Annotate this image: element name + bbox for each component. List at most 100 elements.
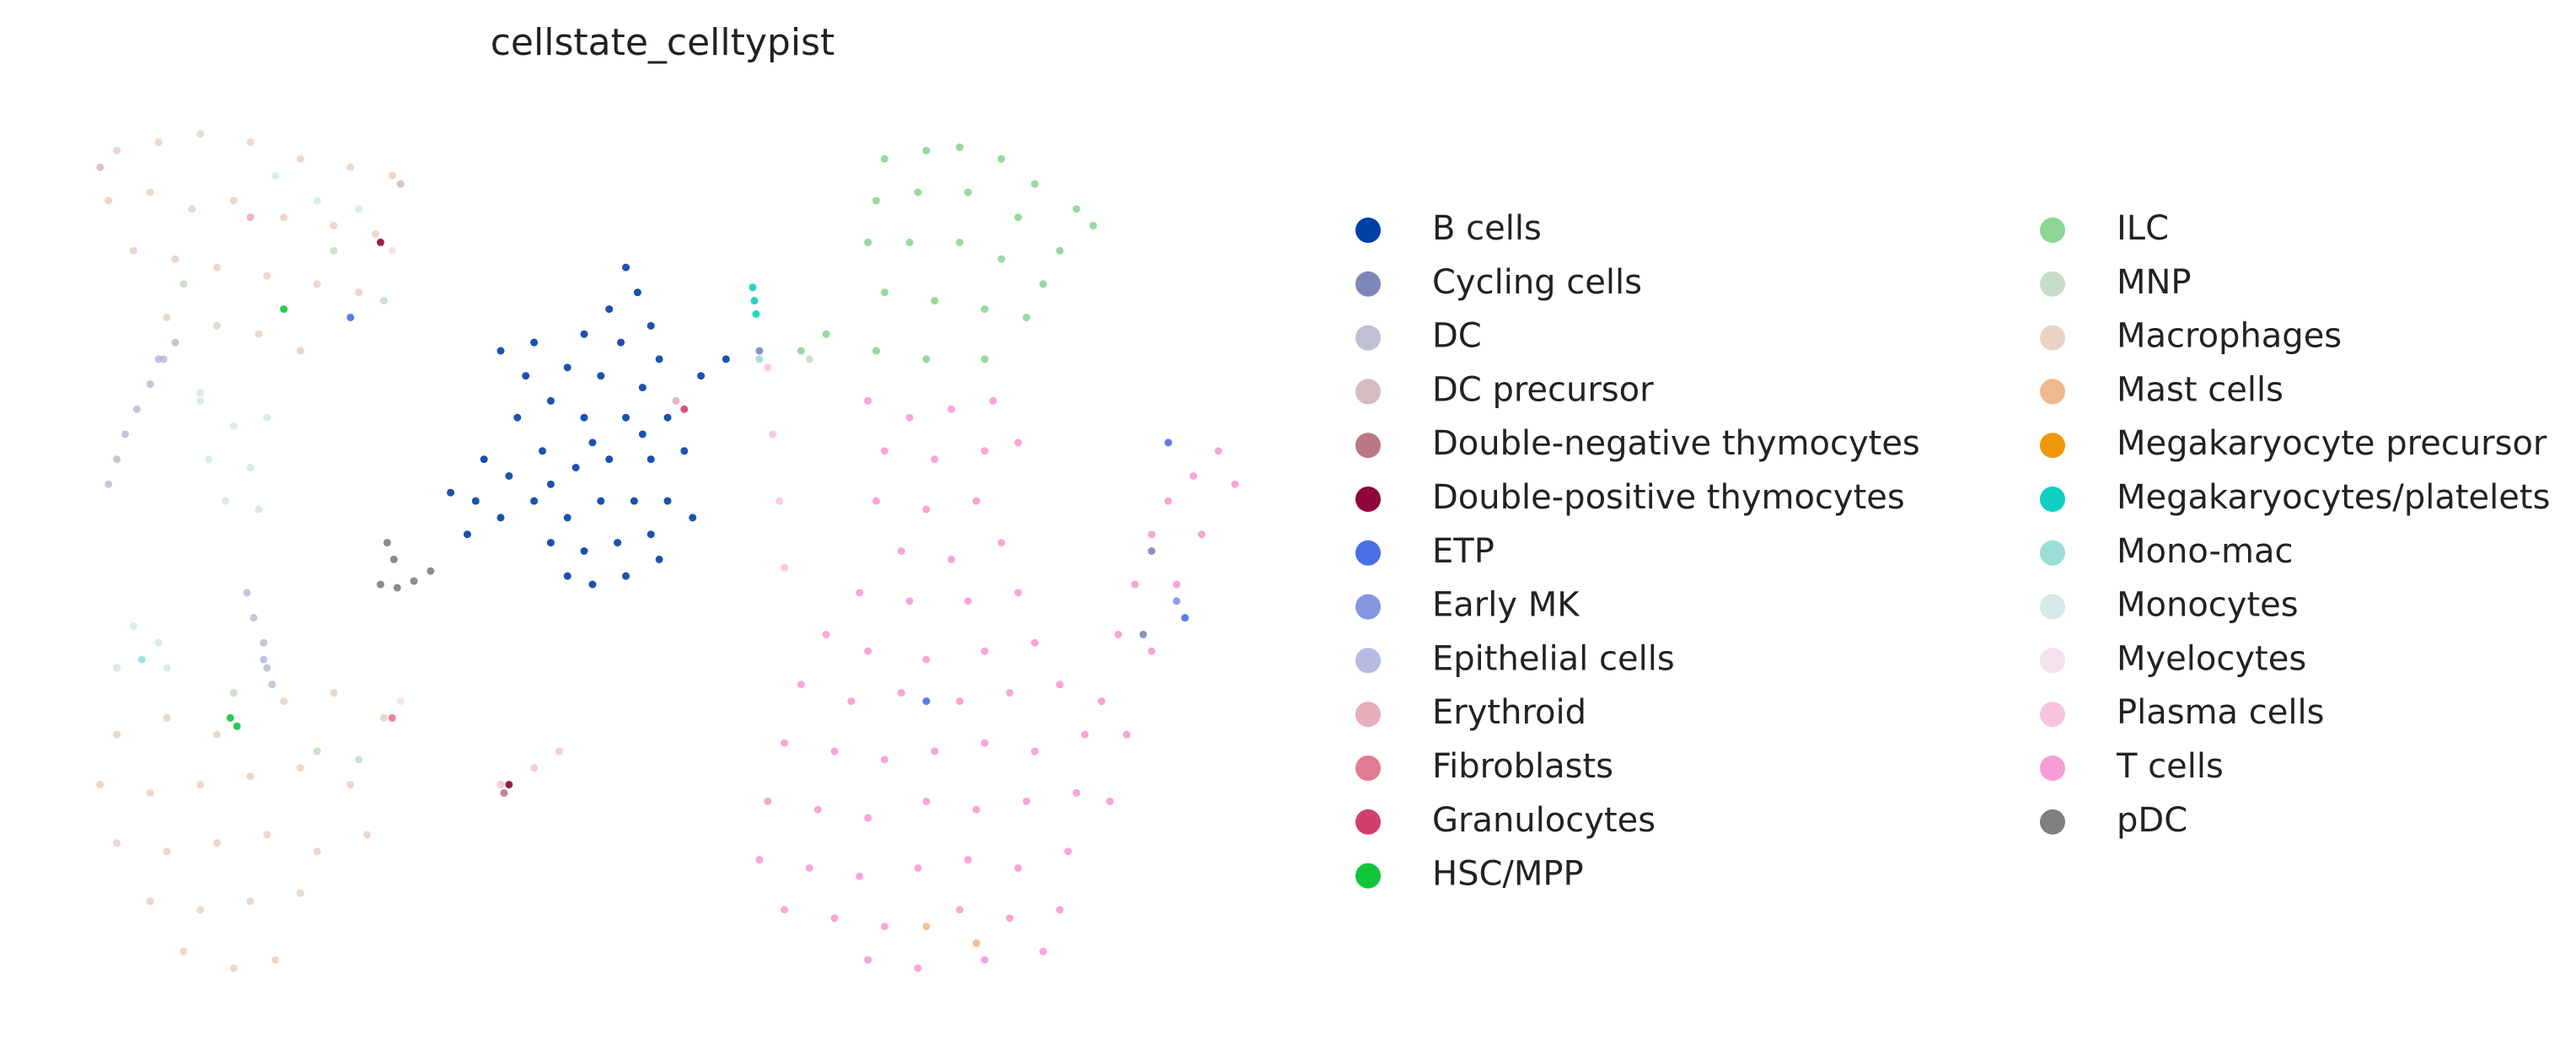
legend-marker [2040,809,2065,835]
point [755,856,764,864]
point [980,447,989,455]
point [246,213,255,222]
point [1039,280,1047,288]
point [1022,313,1031,321]
point [922,655,931,664]
point [389,555,398,563]
legend-label: DC [1432,317,1482,356]
point [597,372,605,380]
point [914,863,922,872]
legend-marker [1355,702,1381,728]
point [1006,914,1014,922]
point [1114,630,1123,638]
point [663,413,672,422]
point [427,567,435,575]
point [229,964,238,972]
point [250,614,258,622]
point [897,547,905,555]
point [622,413,630,422]
point [830,747,839,756]
point [931,455,939,464]
point [376,580,384,589]
point [113,455,121,464]
legend-marker [1355,271,1381,297]
point [296,889,304,897]
point [1031,638,1039,647]
point [233,722,241,730]
legend-label: Granulocytes [1432,801,1656,840]
point [313,747,321,756]
point [388,171,396,180]
point [546,539,555,547]
chart-title: cellstate_celltypist [491,21,835,64]
legend-marker [1355,433,1381,459]
point [313,280,321,288]
point [346,163,355,171]
point [163,713,171,722]
point [1173,597,1181,605]
point [749,283,757,292]
point [856,589,864,597]
point [797,347,805,355]
point [572,464,580,472]
point [280,213,288,222]
point [355,756,363,764]
legend-marker [2040,433,2065,459]
point [980,955,989,964]
point [271,171,280,180]
point [496,347,505,355]
point [313,847,321,856]
point [750,297,759,305]
point [1198,530,1206,539]
point [212,321,221,330]
point [263,413,271,422]
point [597,497,605,505]
point [260,638,268,647]
point [180,280,188,288]
point [379,297,388,305]
legend-marker [2040,218,2065,243]
point [388,246,396,255]
point [246,464,255,472]
point [1097,697,1106,706]
point [355,288,363,297]
point [263,664,271,672]
point [1147,647,1156,655]
point [905,597,914,605]
legend-label: Early MK [1432,586,1580,625]
point [697,372,706,380]
point [229,196,238,205]
legend-label: T cells [2116,747,2224,786]
point [1231,480,1239,488]
point [271,955,280,964]
point [1173,580,1181,589]
legend-label: Myelocytes [2117,639,2306,678]
point [956,143,963,152]
point [1014,589,1022,597]
point [121,430,129,438]
point [129,622,137,631]
point [1130,580,1139,589]
point [396,180,405,188]
legend-label: HSC/MPP [1432,855,1584,894]
point [864,238,872,246]
point [463,530,471,539]
point [781,563,789,572]
point [663,497,672,505]
point [1081,730,1089,739]
point [922,505,931,514]
point [212,263,221,272]
point [471,497,480,505]
point [346,313,355,321]
point [822,630,830,638]
point [722,355,730,363]
point [163,847,171,856]
point [813,805,822,814]
point [154,138,163,147]
point [614,539,622,547]
point [947,405,956,413]
point [243,589,251,597]
legend-marker [1355,487,1381,512]
legend-label: Double-negative thymocytes [1432,424,1920,463]
point [280,697,288,706]
